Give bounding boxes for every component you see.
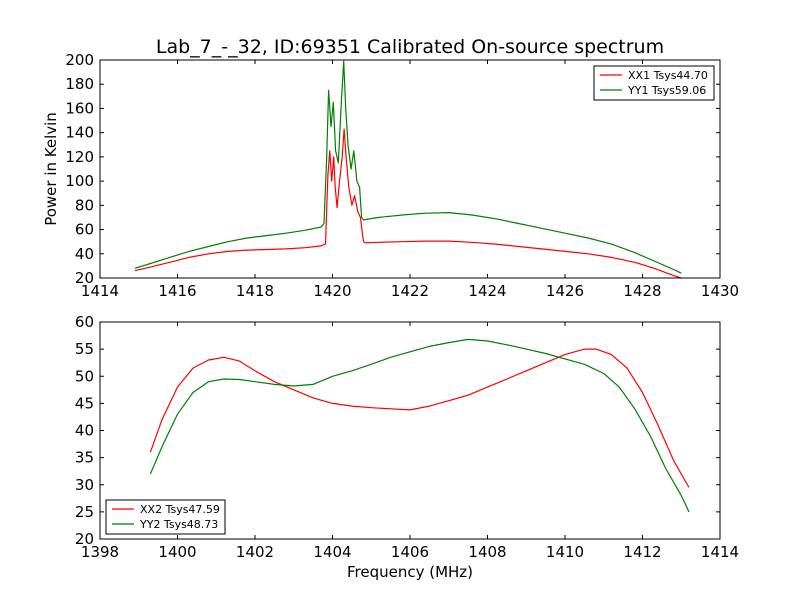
top-series-line-2 bbox=[134, 60, 682, 274]
bottom-x-tick-label: 1410 bbox=[546, 543, 584, 561]
bottom-x-tick-label: 1406 bbox=[391, 543, 429, 561]
bottom-x-tick-label: 1408 bbox=[468, 543, 506, 561]
top-legend-label-2: YY1 Tsys59.06 bbox=[627, 84, 706, 97]
top-legend-box bbox=[593, 65, 715, 101]
top-y-tick-label: 140 bbox=[65, 124, 94, 142]
top-x-tick-label: 1414 bbox=[81, 282, 119, 300]
bottom-y-tick-label: 55 bbox=[75, 340, 94, 358]
bottom-y-tick-label: 35 bbox=[75, 449, 94, 467]
bottom-x-tick-label: 1400 bbox=[158, 543, 196, 561]
top-y-tick-label: 200 bbox=[65, 51, 94, 69]
top-y-tick-label: 160 bbox=[65, 99, 94, 117]
bottom-panel: Frequency (MHz) 1398 1400 1402 1404 1406 1408… bbox=[75, 313, 739, 581]
top-y-axis-label: Power in Kelvin bbox=[42, 112, 60, 226]
bottom-legend: XX2 Tsys47.59 YY2 Tsys48.73 bbox=[105, 499, 226, 535]
bottom-y-tick-label: 45 bbox=[75, 394, 94, 412]
bottom-legend-label-1: XX2 Tsys47.59 bbox=[140, 503, 220, 516]
bottom-plot-area: 1398 1400 1402 1404 1406 1408 1410 1412 1414 20 25… bbox=[75, 313, 739, 561]
bottom-x-tick-label: 1404 bbox=[313, 543, 351, 561]
top-y-tick-label: 100 bbox=[65, 172, 94, 190]
bottom-y-tick-label: 40 bbox=[75, 422, 94, 440]
top-series-line-1 bbox=[134, 128, 682, 279]
top-y-tick-label: 20 bbox=[75, 269, 94, 287]
top-x-tick-label: 1424 bbox=[468, 282, 506, 300]
bottom-x-tick-label: 1398 bbox=[81, 543, 119, 561]
top-x-tick-label: 1426 bbox=[546, 282, 584, 300]
bottom-x-axis-label: Frequency (MHz) bbox=[347, 563, 473, 581]
top-legend-label-1: XX1 Tsys44.70 bbox=[628, 69, 708, 82]
top-x-tick-label: 1422 bbox=[391, 282, 429, 300]
bottom-x-tick-label: 1402 bbox=[236, 543, 274, 561]
bottom-series-line-2 bbox=[149, 338, 690, 513]
top-x-tick-label: 1420 bbox=[313, 282, 351, 300]
top-legend: XX1 Tsys44.70 YY1 Tsys59.06 bbox=[593, 65, 715, 101]
top-y-tick-label: 180 bbox=[65, 75, 94, 93]
top-x-tick-label: 1430 bbox=[701, 282, 739, 300]
bottom-x-tick-label: 1414 bbox=[701, 543, 739, 561]
top-x-tick-label: 1416 bbox=[158, 282, 196, 300]
top-y-tick-label: 40 bbox=[75, 245, 94, 263]
bottom-series-line-1 bbox=[149, 348, 690, 488]
bottom-legend-label-2: YY2 Tsys48.73 bbox=[139, 518, 218, 531]
bottom-y-tick-label: 25 bbox=[75, 503, 94, 521]
bottom-x-tick-label: 1412 bbox=[623, 543, 661, 561]
top-plot-area: 1414 1416 1418 1420 1422 1424 1426 1428 1430 20 40… bbox=[65, 51, 739, 300]
top-y-tick-label: 120 bbox=[65, 148, 94, 166]
top-panel: Lab_7_-_32, ID:69351 Calibrated On-sourc… bbox=[42, 36, 739, 300]
bottom-y-tick-label: 20 bbox=[75, 530, 94, 548]
top-x-tick-label: 1418 bbox=[236, 282, 274, 300]
top-y-tick-label: 80 bbox=[75, 196, 94, 214]
bottom-y-tick-label: 50 bbox=[75, 367, 94, 385]
top-y-tick-label: 60 bbox=[75, 221, 94, 239]
top-x-tick-label: 1428 bbox=[623, 282, 661, 300]
bottom-y-tick-label: 30 bbox=[75, 476, 94, 494]
chart-title: Lab_7_-_32, ID:69351 Calibrated On-sourc… bbox=[156, 36, 664, 58]
bottom-legend-box bbox=[105, 499, 226, 535]
bottom-y-tick-label: 60 bbox=[75, 313, 94, 331]
